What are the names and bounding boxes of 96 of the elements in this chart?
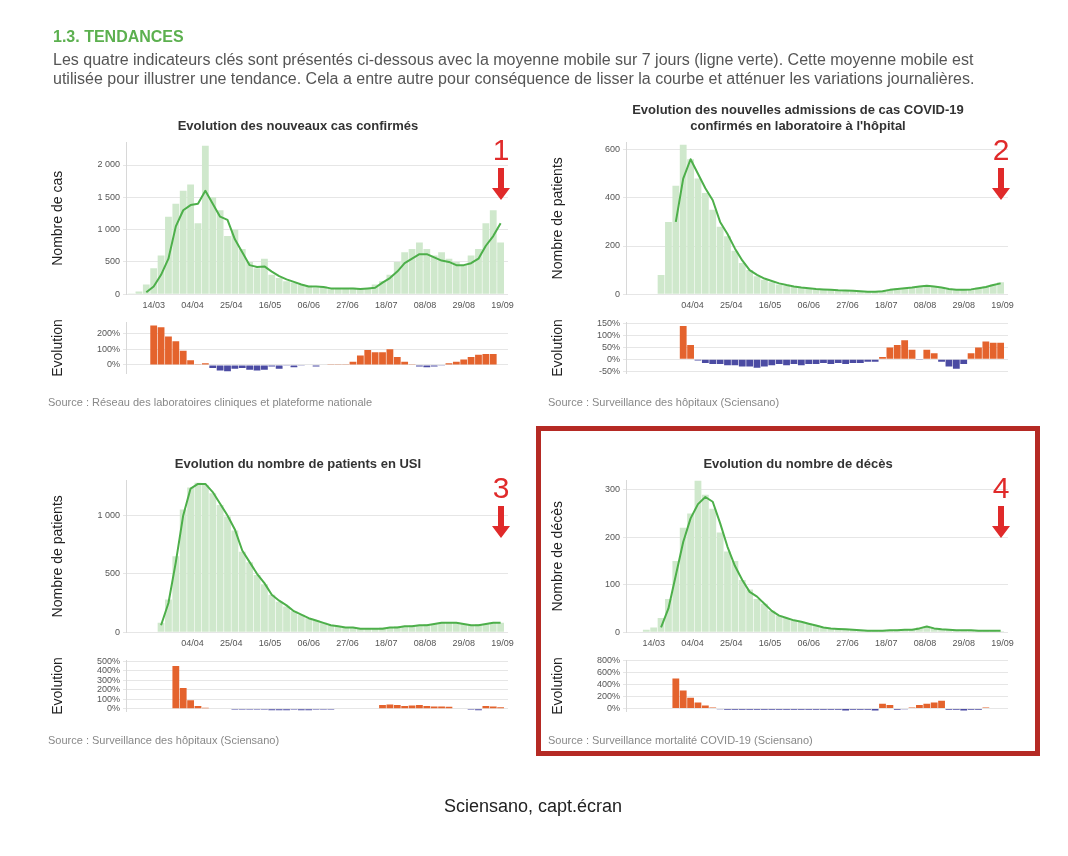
text: Sciensano, capt.écran xyxy=(443,796,623,816)
y-tick-label: 2 000 xyxy=(97,159,120,170)
y-tick-label: 200% xyxy=(596,691,620,702)
x-tick-label: 14/03 xyxy=(642,638,665,649)
y-tick-label: 400 xyxy=(604,192,620,203)
x-tick-label: 04/04 xyxy=(181,300,204,311)
y-tick-label: 0% xyxy=(606,353,620,364)
x-tick-label: 16/05 xyxy=(758,300,782,311)
y-tick-label: 50% xyxy=(601,341,620,352)
chart-title: Evolution des nouveaux cas confirmés xyxy=(176,117,420,134)
y-tick-label: 0 xyxy=(114,288,120,299)
y-tick-label: 0 xyxy=(614,288,620,299)
y-axis-title: Evolution xyxy=(549,657,566,715)
annotation: 4 xyxy=(991,471,1011,504)
y-tick-label: 100% xyxy=(596,329,620,340)
x-tick-label: 27/06 xyxy=(336,300,359,311)
y-tick-label: 200% xyxy=(96,684,120,695)
y-tick-label: 200 xyxy=(604,240,620,251)
source-note: Source : Surveillance des hôpitaux (Sciensano) xyxy=(548,396,781,408)
x-tick-label: 06/06 xyxy=(297,300,320,311)
x-tick-label: 04/04 xyxy=(681,638,704,649)
x-tick-label: 19/09 xyxy=(991,300,1014,311)
chart-title: Evolution du nombre de patients en USI xyxy=(173,455,423,472)
y-tick-label: 400% xyxy=(96,665,120,676)
source-note: Source : Surveillance mortalité COVID-19 (Sciensano) xyxy=(548,734,814,746)
x-tick-label: 06/06 xyxy=(797,300,820,311)
x-tick-label: 25/04 xyxy=(219,300,243,311)
x-tick-label: 27/06 xyxy=(836,638,859,649)
chart-title: Evolution des nouvelles admissions de cas COVID-19 confirmés en laboratoire à l'hôpital xyxy=(631,101,965,134)
x-tick-label: 04/04 xyxy=(681,300,704,311)
x-tick-label: 18/07 xyxy=(374,300,398,311)
text: Les quatre indicateurs clés sont présentés ci-dessous avec la moyenne mobile sur 7 jours (ligne verte). Cette moyenne mobile est utilisée pour illustrer une tendance. Cela a entre autre pour conséquence de lisser la courbe et atténuer les variations journalières. xyxy=(53,50,976,88)
y-axis-title: Nombre de cas xyxy=(49,170,66,266)
x-tick-label: 06/06 xyxy=(797,638,820,649)
y-tick-label: 0 xyxy=(114,626,120,637)
x-tick-label: 16/05 xyxy=(758,638,782,649)
x-tick-label: 18/07 xyxy=(874,300,898,311)
y-tick-label: 0 xyxy=(614,626,620,637)
y-tick-label: 400% xyxy=(596,678,620,689)
y-tick-label: 500 xyxy=(104,256,120,267)
x-tick-label: 29/08 xyxy=(952,300,975,311)
x-tick-label: 08/08 xyxy=(913,638,937,649)
x-tick-label: 08/08 xyxy=(413,638,437,649)
x-tick-label: 25/04 xyxy=(719,638,743,649)
x-tick-label: 29/08 xyxy=(952,638,975,649)
y-tick-label: 100% xyxy=(96,343,120,354)
x-tick-label: 25/04 xyxy=(219,638,243,649)
y-axis-title: Nombre de décès xyxy=(549,501,566,612)
y-tick-label: 500 xyxy=(104,568,120,579)
y-axis-title: Evolution xyxy=(49,319,66,377)
y-tick-label: 0% xyxy=(106,359,120,370)
text: 1.3. TENDANCES xyxy=(53,28,185,46)
y-tick-label: 200 xyxy=(604,531,620,542)
x-tick-label: 16/05 xyxy=(258,638,282,649)
x-tick-label: 19/09 xyxy=(991,638,1014,649)
x-tick-label: 08/08 xyxy=(913,300,937,311)
source-note: Source : Réseau des laboratoires cliniques et plateforme nationale xyxy=(48,396,374,408)
x-tick-label: 19/09 xyxy=(491,638,514,649)
y-tick-label: 150% xyxy=(596,318,620,329)
y-axis-title: Nombre de patients xyxy=(49,495,66,618)
x-tick-label: 08/08 xyxy=(413,300,437,311)
y-tick-label: 600 xyxy=(604,144,620,155)
y-tick-label: 1 000 xyxy=(97,224,120,235)
y-tick-label: 0% xyxy=(106,703,120,714)
y-tick-label: 600% xyxy=(596,666,620,677)
y-axis-title: Nombre de patients xyxy=(549,157,566,280)
x-tick-label: 27/06 xyxy=(836,300,859,311)
x-tick-label: 16/05 xyxy=(258,300,282,311)
x-tick-label: 14/03 xyxy=(142,300,165,311)
annotation: 2 xyxy=(991,133,1011,166)
y-tick-label: 300% xyxy=(96,674,120,685)
y-tick-label: 800% xyxy=(596,654,620,665)
y-tick-label: 500% xyxy=(96,655,120,666)
x-tick-label: 27/06 xyxy=(336,638,359,649)
annotation: 1 xyxy=(491,133,511,166)
y-tick-label: 200% xyxy=(96,327,120,338)
x-tick-label: 29/08 xyxy=(452,638,475,649)
x-tick-label: 29/08 xyxy=(452,300,475,311)
y-tick-label: 1 000 xyxy=(97,509,120,520)
x-tick-label: 19/09 xyxy=(491,300,514,311)
x-tick-label: 04/04 xyxy=(181,638,204,649)
x-tick-label: 18/07 xyxy=(874,638,898,649)
y-tick-label: 1 500 xyxy=(97,191,120,202)
y-tick-label: 100 xyxy=(604,579,620,590)
annotation: 3 xyxy=(491,471,511,504)
source-note: Source : Surveillance des hôpitaux (Sciensano) xyxy=(48,734,281,746)
x-tick-label: 18/07 xyxy=(374,638,398,649)
x-tick-label: 06/06 xyxy=(297,638,320,649)
x-tick-label: 25/04 xyxy=(719,300,743,311)
y-tick-label: 100% xyxy=(96,693,120,704)
y-tick-label: 0% xyxy=(606,703,620,714)
chart-title: Evolution du nombre de décès xyxy=(702,455,894,472)
y-axis-title: Evolution xyxy=(549,319,566,377)
y-tick-label: 300 xyxy=(604,484,620,495)
y-tick-label: -50% xyxy=(598,365,620,376)
y-axis-title: Evolution xyxy=(49,657,66,715)
